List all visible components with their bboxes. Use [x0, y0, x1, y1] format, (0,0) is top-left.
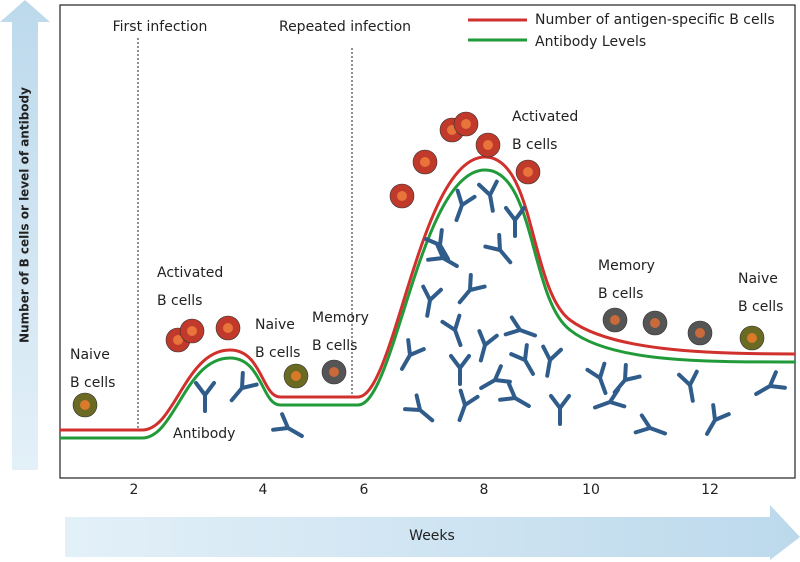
antibody: [549, 394, 571, 426]
cell-nucleus: [291, 371, 301, 381]
antibody-curve: [60, 168, 796, 440]
y-arrow: [0, 0, 50, 470]
x-tick-label: 4: [259, 482, 268, 498]
antibody: [483, 233, 520, 271]
x-tick-label: 10: [582, 482, 600, 498]
antibody: [589, 387, 627, 418]
b-cell-curve: [60, 155, 796, 432]
cell-label: Naive: [738, 271, 778, 287]
cell-nucleus: [610, 315, 620, 325]
cell-nucleus: [461, 119, 471, 129]
x-arrow: [65, 505, 800, 560]
antibody: [271, 412, 309, 446]
antibody: [605, 363, 642, 401]
cell-label: Naive: [70, 347, 110, 363]
cell-label: Memory: [312, 310, 369, 326]
antibody-label: Antibody: [173, 426, 235, 442]
cell-nucleus: [523, 167, 533, 177]
cell-label: B cells: [255, 345, 300, 361]
cell-nucleus: [420, 157, 430, 167]
cell-nucleus: [173, 335, 183, 345]
antibody: [509, 343, 543, 381]
cell-nucleus: [695, 328, 705, 338]
cell-nucleus: [187, 326, 197, 336]
cell-label: B cells: [738, 299, 783, 315]
antibody: [416, 284, 443, 320]
cell-label: Activated: [157, 265, 223, 281]
cell-label: B cells: [70, 375, 115, 391]
antibody: [474, 364, 512, 398]
antibody: [446, 188, 477, 226]
antibody: [536, 344, 563, 380]
antibody: [426, 242, 464, 276]
antibody: [677, 369, 704, 405]
cell-nucleus: [80, 400, 90, 410]
antibody: [749, 370, 787, 404]
antibody: [440, 313, 471, 351]
cell-label: B cells: [312, 338, 357, 354]
cell-nucleus: [483, 140, 493, 150]
frame: [59, 4, 796, 479]
x-axis-title: Weeks: [409, 528, 455, 544]
x-tick-label: 8: [480, 482, 489, 498]
x-tick-label: 6: [360, 482, 369, 498]
cell-nucleus: [223, 323, 233, 333]
antibody: [697, 403, 731, 441]
antibody: [585, 361, 616, 399]
cell-nucleus: [650, 318, 660, 328]
cell-nucleus: [329, 367, 339, 377]
antibody: [450, 273, 487, 311]
antibody: [633, 413, 671, 444]
antibody: [503, 315, 541, 346]
legend-label: Antibody Levels: [535, 34, 646, 50]
cell-label: Naive: [255, 317, 295, 333]
x-tick-label: 12: [701, 482, 719, 498]
cell-label: Activated: [512, 109, 578, 125]
phase-label: First infection: [113, 19, 208, 35]
antibody: [477, 179, 504, 215]
y-axis-title: Number of B cells or level of antibody: [18, 87, 32, 343]
antibody: [392, 338, 426, 376]
antibody: [449, 388, 480, 426]
cell-label: B cells: [157, 293, 202, 309]
antibody: [470, 329, 499, 365]
cell-nucleus: [397, 191, 407, 201]
legend-label: Number of antigen-specific B cells: [535, 12, 775, 28]
cell-label: B cells: [512, 137, 557, 153]
antibody: [194, 381, 216, 413]
cell-nucleus: [747, 333, 757, 343]
cell-label: Memory: [598, 258, 655, 274]
antibody: [504, 206, 526, 238]
antibody: [222, 371, 259, 409]
antibody: [449, 354, 471, 386]
x-tick-label: 2: [130, 482, 139, 498]
phase-label: Repeated infection: [279, 19, 411, 35]
antibody: [498, 382, 536, 416]
antibody: [403, 393, 441, 430]
cell-label: B cells: [598, 286, 643, 302]
